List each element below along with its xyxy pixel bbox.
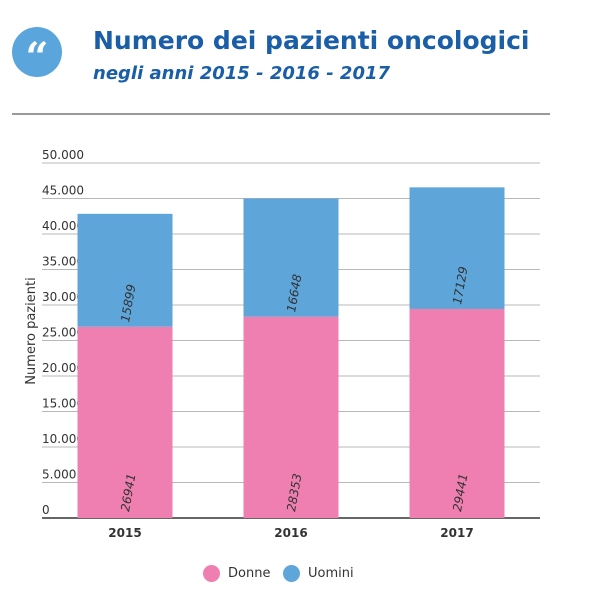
bar-segment-uomini [243,198,339,317]
quote-icon: “ [12,27,62,81]
legend-item-uomini: Uomini [283,565,354,582]
y-tick-label: 15.000 [42,397,84,411]
y-tick-label: 10.000 [42,432,84,446]
legend-label-donne: Donne [228,566,271,581]
y-tick-label: 30.000 [42,290,84,304]
x-tick-label: 2015 [108,526,141,540]
bar-segment-uomini [409,187,505,309]
chart-title: Numero dei pazienti oncologici [93,26,530,55]
y-tick-label: 40.000 [42,219,84,233]
y-tick-label: 35.000 [42,255,84,269]
bar-segment-donne [77,326,173,518]
legend-item-donne: Donne [203,565,270,582]
bar-segment-uomini [77,213,173,327]
chart-subtitle: negli anni 2015 - 2016 - 2017 [93,63,391,84]
y-axis-title: Numero pazienti [24,277,39,384]
legend-label-uomini: Uomini [308,566,354,581]
y-tick-label: 25.000 [42,326,84,340]
y-tick-label: 45.000 [42,184,84,198]
bar-segment-donne [409,308,505,518]
stacked-bar-chart: 0 5.000 10.000 15.000 20.000 25.000 30.000 35.0… [24,148,540,540]
y-tick-label: 20.000 [42,361,84,375]
y-tick-label: 50.000 [42,148,84,162]
legend-swatch-donne [203,565,220,582]
bar-segment-donne [243,316,339,518]
legend-swatch-uomini [283,565,300,582]
data-label: 29441 [450,472,470,512]
data-label: 26941 [118,472,138,512]
data-label: 16648 [284,273,304,313]
data-label: 15899 [118,283,138,323]
x-tick-label: 2016 [274,526,307,540]
y-tick-label: 5.000 [42,468,76,482]
data-label: 17129 [450,265,470,305]
data-label: 28353 [284,472,304,512]
y-tick-label: 0 [42,503,50,517]
header-divider [12,113,550,115]
chart-legend: Donne Uomini [0,565,600,585]
x-tick-label: 2017 [440,526,473,540]
